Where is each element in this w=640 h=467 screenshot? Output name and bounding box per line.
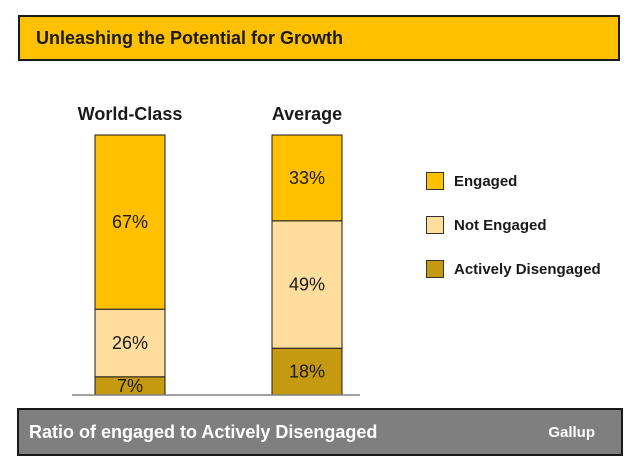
source-label: Gallup	[548, 423, 595, 441]
legend-item-engaged: Engaged	[426, 170, 601, 192]
legend-item-not-engaged: Not Engaged	[426, 214, 601, 236]
footer-text: Ratio of engaged to Actively Disengaged	[29, 421, 378, 442]
bar-segment-world-class-not-engaged	[94, 308, 166, 378]
legend-swatch-not-engaged	[426, 216, 444, 234]
legend-label-not-engaged: Not Engaged	[454, 216, 547, 234]
data-label-world-class-engaged: 67%	[112, 212, 148, 232]
legend-swatch-actively-disengaged	[426, 260, 444, 278]
bar-segment-world-class-engaged	[94, 134, 166, 310]
legend-swatch-engaged	[426, 172, 444, 190]
data-label-average-engaged: 33%	[289, 168, 325, 188]
data-label-world-class-not-engaged: 26%	[112, 333, 148, 353]
bar-heading-world-class: World-Class	[78, 104, 183, 124]
data-label-world-class-actively-disengaged: 7%	[117, 376, 143, 396]
legend-item-actively-disengaged: Actively Disengaged	[426, 258, 601, 280]
legend-label-actively-disengaged: Actively Disengaged	[454, 260, 601, 278]
title-bar: Unleashing the Potential for Growth	[18, 15, 620, 61]
bar-segment-average-engaged	[271, 134, 343, 222]
legend: Engaged Not Engaged Actively Disengaged	[426, 170, 601, 302]
data-label-average-actively-disengaged: 18%	[289, 362, 325, 382]
bar-heading-average: Average	[272, 104, 342, 124]
data-label-average-not-engaged: 49%	[289, 275, 325, 295]
bar-segment-average-not-engaged	[271, 220, 343, 349]
legend-label-engaged: Engaged	[454, 172, 518, 190]
chart-title: Unleashing the Potential for Growth	[36, 27, 344, 48]
footer-bar: Ratio of engaged to Actively Disengaged …	[17, 408, 623, 456]
